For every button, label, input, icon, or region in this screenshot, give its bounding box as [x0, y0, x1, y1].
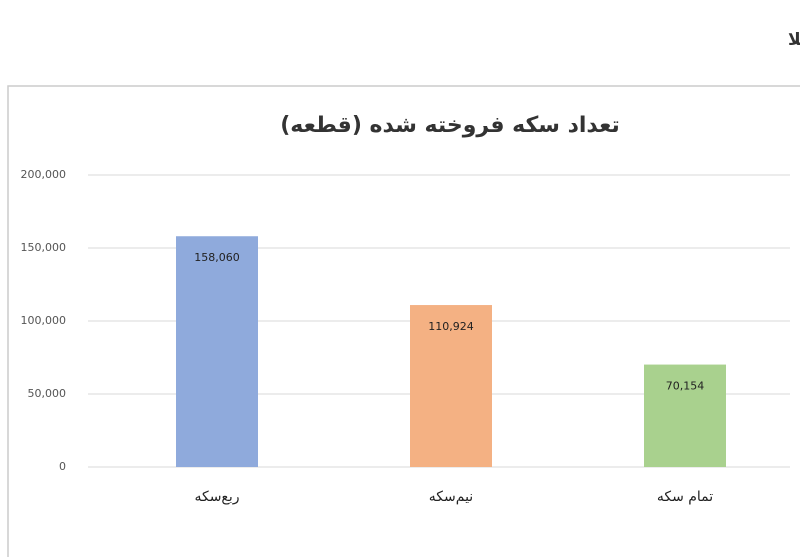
y-tick-label: 0 — [59, 460, 66, 473]
bar — [176, 236, 258, 467]
bar — [644, 364, 726, 467]
page-title: تعداد قطعات سکه فروخته شده در مرحله اول … — [788, 30, 800, 50]
data-label: 110,924 — [428, 320, 474, 333]
data-label: 158,060 — [194, 251, 240, 264]
chart-title: تعداد سکه فروخته شده (قطعه) — [280, 113, 620, 138]
y-tick-label: 150,000 — [21, 241, 67, 254]
x-tick-label: ربع‌سکه — [194, 489, 239, 505]
y-tick-label: 200,000 — [21, 168, 67, 181]
y-tick-label: 100,000 — [21, 314, 67, 327]
y-tick-label: 50,000 — [28, 387, 67, 400]
x-tick-label: نیم‌سکه — [429, 489, 473, 505]
x-tick-label: تمام سکه — [657, 489, 713, 505]
data-label: 70,154 — [666, 380, 705, 393]
bar — [410, 305, 492, 467]
